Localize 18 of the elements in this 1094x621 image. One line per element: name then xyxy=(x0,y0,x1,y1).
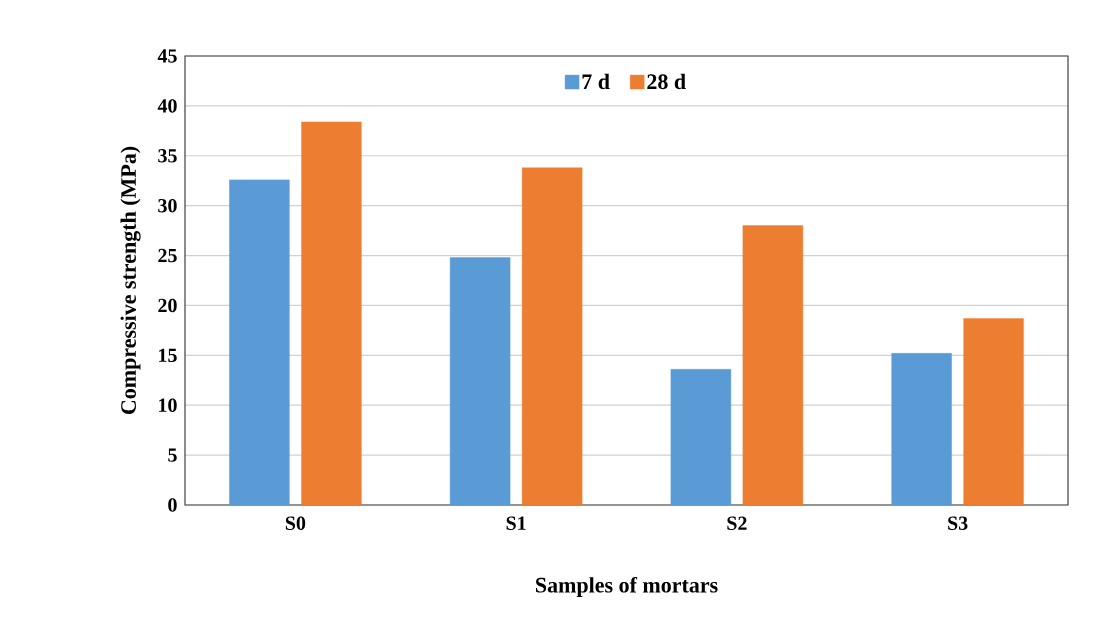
y-tick-label: 30 xyxy=(158,198,177,213)
x-tick-label: S1 xyxy=(506,516,526,530)
y-tick-label: 10 xyxy=(159,398,177,412)
x-tick-label: S2 xyxy=(727,516,747,530)
y-tick-label: 45 xyxy=(157,49,177,63)
legend-label: 7 d xyxy=(582,73,610,90)
y-tick-label: 35 xyxy=(158,149,177,163)
x-axis-title: Samples of mortars xyxy=(536,576,718,598)
y-axis-title: Compressive strength (MPa) xyxy=(120,146,141,415)
y-tick-label: 40 xyxy=(157,99,177,113)
y-tick-label: 5 xyxy=(168,448,177,462)
y-tick-label: 20 xyxy=(158,298,177,313)
y-tick-label: 25 xyxy=(158,248,177,263)
y-tick-label: 15 xyxy=(159,348,177,363)
x-tick-label: S3 xyxy=(948,516,968,530)
y-tick-label: 0 xyxy=(168,498,177,512)
legend-label: 28 d xyxy=(647,73,686,90)
x-tick-label: S0 xyxy=(285,516,306,531)
